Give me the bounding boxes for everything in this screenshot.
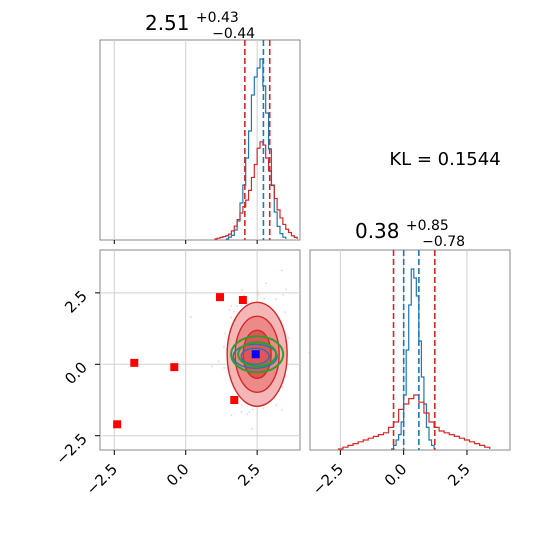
joint-cloud-point-196 <box>248 411 251 413</box>
right-hist-red <box>337 394 491 450</box>
title-top-main: 2.51 <box>145 11 190 35</box>
joint-red-square-2 <box>130 358 139 367</box>
joint-cloud-point-10 <box>242 294 245 297</box>
joint-cloud-point-23 <box>241 289 243 292</box>
right-xtick-label-1: 0.0 <box>381 460 411 490</box>
top-hist-red <box>214 141 298 240</box>
joint-xtick-label-2: 2.5 <box>234 460 264 490</box>
joint-cloud-point-111 <box>308 351 311 354</box>
joint-cloud-point-40 <box>240 304 243 307</box>
joint-cloud-point-208 <box>211 365 213 368</box>
joint-blue-contour-1 <box>240 347 270 365</box>
right-xtick-label-2: 2.5 <box>444 460 474 490</box>
title-bottom-right: 0.38 +0.85 −0.78 <box>355 211 465 250</box>
right-xtick-label-0: −2.5 <box>309 460 347 498</box>
joint-cloud-point-140 <box>230 304 232 307</box>
joint-cloud-point-136 <box>275 404 278 407</box>
joint-green-contour-1 <box>237 341 278 368</box>
kl-label: KL = 0.1544 <box>389 149 500 170</box>
joint-red-square-1 <box>238 296 247 304</box>
joint-cloud-point-50 <box>228 308 231 311</box>
joint-cloud-point-38 <box>246 413 249 416</box>
right-hist-blue <box>391 268 435 450</box>
joint-cloud-point-114 <box>287 337 290 339</box>
panel-right-marginal-frame <box>309 249 511 451</box>
joint-xtick-label-1: 0.0 <box>163 460 193 490</box>
joint-cloud-point-1 <box>236 305 239 308</box>
joint-blue-square <box>251 350 260 359</box>
joint-green-contour-0 <box>230 335 285 374</box>
joint-red-square-3 <box>170 363 179 372</box>
joint-cloud-point-14 <box>223 367 226 369</box>
joint-cloud-point-84 <box>285 335 288 337</box>
joint-cloud-point-210 <box>262 407 265 410</box>
top-hist-blue <box>225 58 287 240</box>
joint-red-square-5 <box>113 420 122 429</box>
joint-blue-contour-0 <box>232 343 278 369</box>
title-top: 2.51 +0.43 −0.44 <box>145 3 255 42</box>
joint-cloud-point-116 <box>280 269 283 272</box>
joint-cloud-point-48 <box>230 316 233 319</box>
joint-cloud-point-101 <box>251 477 254 479</box>
joint-cloud-point-32 <box>263 297 266 300</box>
right-marginal-layer <box>337 250 491 450</box>
title-top-sup: +0.43 <box>196 10 239 26</box>
joint-cloud-point-199 <box>274 298 277 301</box>
joint-cloud-point-81 <box>190 316 192 319</box>
joint-red-square-0 <box>216 293 224 302</box>
joint-layer <box>100 250 311 479</box>
panel-top-marginal-frame <box>99 39 301 241</box>
joint-ytick-label-0: 2.5 <box>61 287 91 317</box>
joint-cloud-point-118 <box>230 414 233 417</box>
joint-cloud-point-216 <box>265 282 267 285</box>
joint-ytick-label-1: 0.0 <box>61 358 91 388</box>
joint-cloud-point-109 <box>240 411 243 413</box>
joint-cloud-point-22 <box>280 409 283 412</box>
joint-cloud-point-209 <box>284 311 287 314</box>
joint-cloud-point-119 <box>217 360 220 363</box>
title-top-sub: −0.44 <box>212 26 255 42</box>
joint-ytick-label-2: −2.5 <box>52 430 90 468</box>
joint-cloud-point-100 <box>224 332 226 335</box>
joint-cloud-point-37 <box>282 293 285 296</box>
joint-cloud-point-76 <box>233 310 236 313</box>
joint-cloud-point-28 <box>285 288 287 291</box>
panel-joint-frame <box>99 249 301 451</box>
joint-xtick-label-0: −2.5 <box>83 460 121 498</box>
joint-cloud-point-217 <box>256 291 259 294</box>
joint-cloud-point-51 <box>251 408 254 411</box>
joint-cloud-point-93 <box>240 404 243 406</box>
title-bottom-right-sup: +0.85 <box>406 218 449 234</box>
top-marginal-layer <box>113 40 298 240</box>
joint-cloud-point-157 <box>281 385 284 388</box>
joint-red-square-4 <box>230 396 239 404</box>
title-bottom-right-main: 0.38 <box>355 219 400 243</box>
joint-cloud-point-98 <box>223 346 225 348</box>
title-bottom-right-sub: −0.78 <box>422 234 465 250</box>
joint-cloud-point-177 <box>257 293 260 296</box>
joint-cloud-point-102 <box>250 427 253 430</box>
